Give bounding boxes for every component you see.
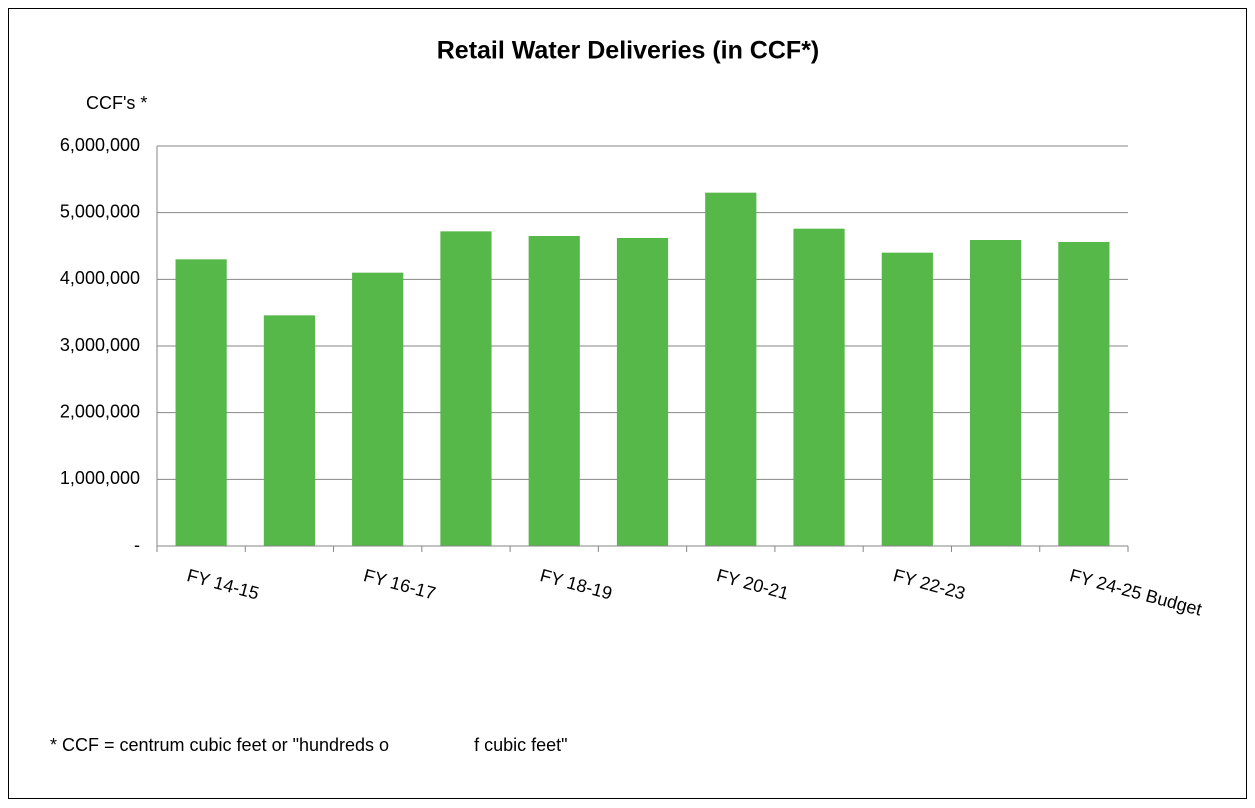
bar <box>440 231 492 547</box>
bar <box>969 240 1022 546</box>
x-tick-label: FY 22-23 <box>891 565 967 603</box>
bar <box>263 315 316 546</box>
bar <box>705 192 757 546</box>
y-axis-label: CCF's * <box>86 93 147 113</box>
x-tick-label: FY 24-25 Budget <box>1068 565 1204 619</box>
bar <box>1058 242 1110 546</box>
y-tick-label: - <box>134 535 140 555</box>
x-tick-label: FY 14-15 <box>185 565 261 603</box>
chart-title: Retail Water Deliveries (in CCF*) <box>437 37 820 65</box>
bar <box>793 228 845 546</box>
bar <box>616 238 669 546</box>
bar <box>175 259 227 546</box>
x-tick-label: FY 20-21 <box>715 565 791 603</box>
x-tick-label: FY 16-17 <box>361 565 437 603</box>
footnote: * CCF = centrum cubic feet or "hundreds … <box>50 735 568 755</box>
bar <box>528 236 580 546</box>
y-tick-label: 2,000,000 <box>60 401 140 421</box>
y-tick-label: 3,000,000 <box>60 335 140 355</box>
bar <box>881 252 933 546</box>
bar <box>352 272 404 546</box>
chart-frame <box>8 8 1247 799</box>
y-tick-label: 5,000,000 <box>60 201 140 221</box>
y-tick-label: 4,000,000 <box>60 268 140 288</box>
y-tick-label: 1,000,000 <box>60 468 140 488</box>
y-tick-label: 6,000,000 <box>60 135 140 155</box>
x-tick-label: FY 18-19 <box>538 565 614 603</box>
